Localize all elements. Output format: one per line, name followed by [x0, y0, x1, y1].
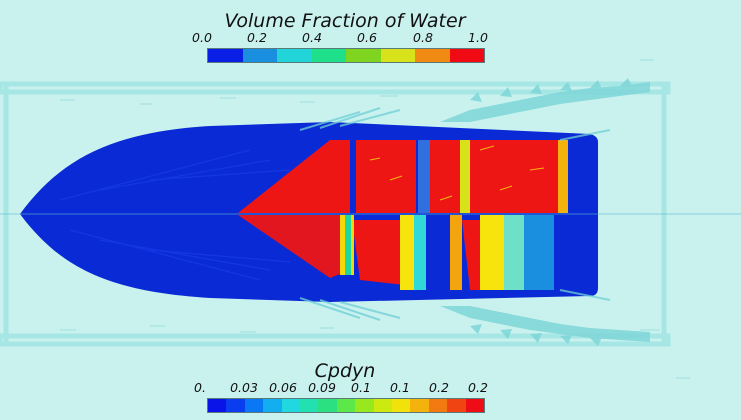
color-bar-volume-fraction [207, 48, 485, 63]
legend-title-cpdyn: Cpdyn [314, 360, 376, 382]
tick-label: 0.6 [357, 30, 377, 45]
tick-label: 0.2 [429, 380, 449, 395]
color-bar-segment [300, 399, 319, 412]
wake-spray-top [440, 78, 650, 122]
tick-label: 0.2 [468, 380, 488, 395]
color-bar-segment [208, 49, 243, 62]
tick-label: 0.1 [351, 380, 371, 395]
color-bar-segment [415, 49, 450, 62]
color-bar-segment [226, 399, 245, 412]
color-bar-segment [373, 399, 393, 412]
color-bar-segment [380, 49, 415, 62]
color-bar-segment [428, 399, 448, 412]
color-bar-segment [208, 399, 227, 412]
tick-label: 0.4 [302, 30, 322, 45]
wake-spray-bottom [440, 306, 650, 346]
side-spray [299, 107, 611, 321]
color-bar-segment [244, 399, 264, 412]
tick-label: 0.09 [308, 380, 336, 395]
color-bar-segment [242, 49, 277, 62]
color-bar-segment [447, 399, 466, 412]
color-bar-segment [263, 399, 282, 412]
transition-bands [340, 140, 568, 290]
color-bar-segment [281, 399, 301, 412]
color-bar-segment [410, 399, 429, 412]
color-bar-segment [318, 399, 337, 412]
tick-label: 0.1 [390, 380, 410, 395]
color-bar-segment [311, 49, 346, 62]
legend-ticks-volume-fraction: 0.0 0.2 0.4 0.6 0.8 1.0 [0, 30, 741, 46]
legend-ticks-cpdyn: 0. 0.03 0.06 0.09 0.1 0.1 0.2 0.2 [0, 380, 741, 396]
tick-label: 0.2 [247, 30, 267, 45]
color-bar-segment [277, 49, 312, 62]
tick-label: 0.03 [230, 380, 258, 395]
spray-speckles [369, 145, 545, 201]
color-bar-segment [449, 49, 484, 62]
color-bar-segment [355, 399, 374, 412]
tick-label: 0.0 [192, 30, 212, 45]
tick-label: 0.06 [269, 380, 297, 395]
color-bar-cpdyn [207, 398, 485, 413]
color-bar-segment [346, 49, 381, 62]
hull [0, 122, 741, 302]
color-bar-segment [336, 399, 356, 412]
tick-label: 0. [194, 380, 206, 395]
spray-particles [60, 59, 690, 379]
color-bar-segment [392, 399, 411, 412]
tick-label: 1.0 [468, 30, 488, 45]
color-bar-segment [465, 399, 485, 412]
legend-title-volume-fraction: Volume Fraction of Water [224, 10, 466, 32]
tick-label: 0.8 [413, 30, 433, 45]
